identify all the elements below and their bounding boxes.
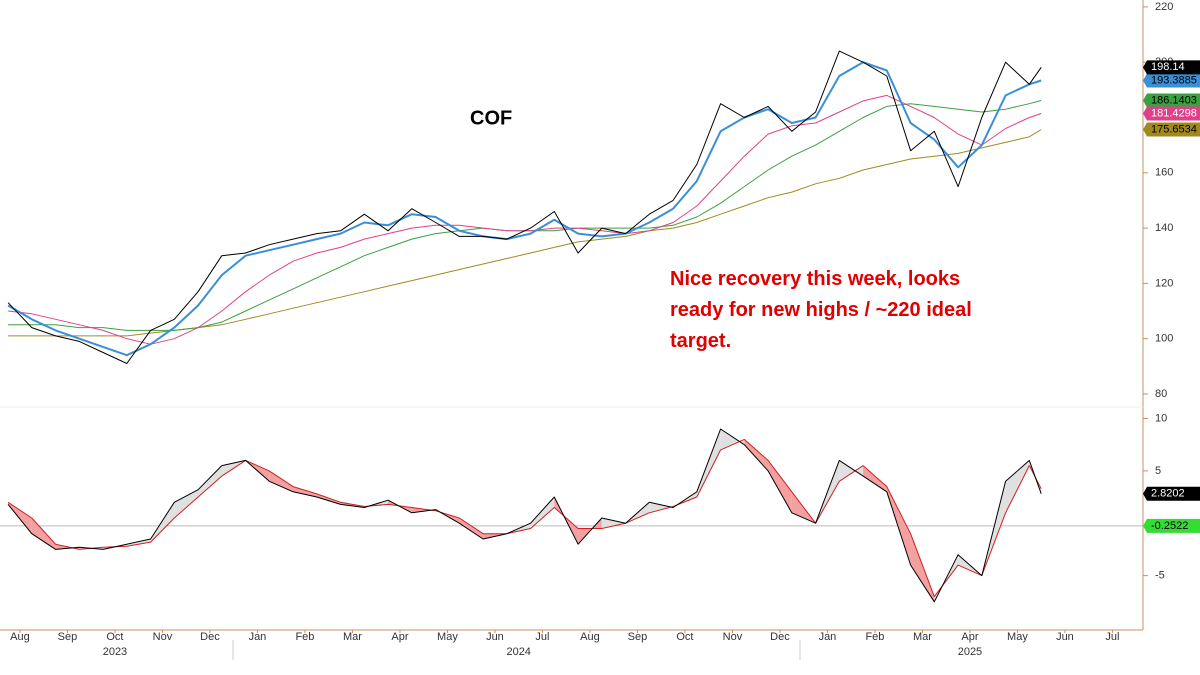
oscillator-fill xyxy=(459,518,484,539)
y-tick-label: 100 xyxy=(1155,333,1173,345)
x-year-label: 2023 xyxy=(103,646,127,658)
x-tick-label: Jul xyxy=(535,631,549,643)
oscillator-fill xyxy=(269,470,294,492)
y-tick-label: 120 xyxy=(1155,277,1173,289)
x-tick-label: Nov xyxy=(153,631,173,643)
oscillator-fill xyxy=(744,439,769,471)
x-tick-label: Jan xyxy=(819,631,837,643)
x-tick-label: Apr xyxy=(961,631,978,643)
series-line xyxy=(8,94,1042,345)
value-badge xyxy=(1143,93,1200,108)
value-badge xyxy=(1143,60,1200,75)
value-badge-label: 193.3885 xyxy=(1151,74,1197,86)
x-tick-label: Jun xyxy=(1056,631,1074,643)
x-tick-label: Dec xyxy=(200,631,220,643)
x-tick-label: May xyxy=(437,631,458,643)
ticker-label: COF xyxy=(470,107,512,129)
value-badge-label: -0.2522 xyxy=(1151,520,1188,532)
x-tick-label: Mar xyxy=(343,631,362,643)
oscillator-fill xyxy=(839,460,864,482)
x-tick-label: Oct xyxy=(106,631,123,643)
x-tick-label: Jul xyxy=(1105,631,1119,643)
x-tick-label: Aug xyxy=(580,631,600,643)
oscillator-fill xyxy=(720,428,745,450)
value-badge-label: 198.14 xyxy=(1151,61,1185,73)
x-tick-label: Mar xyxy=(913,631,932,643)
value-badge xyxy=(1143,73,1200,88)
oscillator-fill xyxy=(31,518,56,550)
y-tick-label: 140 xyxy=(1155,222,1173,234)
x-year-label: 2024 xyxy=(506,646,530,658)
y-tick-label: -5 xyxy=(1155,570,1165,582)
oscillator-fill xyxy=(198,465,222,498)
series-line xyxy=(7,61,1042,357)
x-year-label: 2025 xyxy=(958,646,982,658)
y-tick-label: 220 xyxy=(1155,1,1173,13)
value-badge xyxy=(1143,106,1200,121)
value-badge-label: 175.6534 xyxy=(1151,123,1197,135)
series-line xyxy=(7,438,1042,598)
value-badge xyxy=(1143,122,1200,137)
x-tick-label: Aug xyxy=(10,631,30,643)
y-tick-label: 160 xyxy=(1155,167,1173,179)
value-badge-label: 181.4298 xyxy=(1151,107,1197,119)
x-tick-label: Oct xyxy=(676,631,693,643)
x-tick-label: Sep xyxy=(628,631,648,643)
series-line xyxy=(7,428,1042,603)
x-tick-label: Jan xyxy=(249,631,267,643)
y-tick-label: 10 xyxy=(1155,412,1167,424)
x-tick-label: Apr xyxy=(391,631,408,643)
x-tick-label: Feb xyxy=(865,631,884,643)
annotation-line: Nice recovery this week, looks xyxy=(670,268,960,290)
oscillator-fill xyxy=(863,465,887,492)
x-tick-label: Dec xyxy=(770,631,790,643)
value-badge xyxy=(1143,486,1200,501)
oscillator-fill xyxy=(768,460,792,513)
oscillator-fill xyxy=(174,489,199,518)
oscillator-fill xyxy=(601,518,626,529)
oscillator-fill xyxy=(1005,460,1030,513)
annotation-line: ready for new highs / ~220 ideal xyxy=(670,299,972,321)
series-line xyxy=(8,100,1042,331)
oscillator-fill xyxy=(411,507,436,513)
value-badge xyxy=(1143,518,1200,533)
x-tick-label: May xyxy=(1007,631,1028,643)
x-tick-label: Jun xyxy=(486,631,504,643)
oscillator-fill xyxy=(649,502,674,513)
x-tick-label: Sep xyxy=(58,631,78,643)
annotation-line: target. xyxy=(670,330,731,352)
series-line xyxy=(7,50,1042,364)
x-tick-label: Feb xyxy=(295,631,314,643)
value-badge-label: 186.1403 xyxy=(1151,94,1197,106)
x-tick-label: Nov xyxy=(723,631,743,643)
oscillator-fill xyxy=(293,486,317,498)
oscillator-fill xyxy=(530,497,555,529)
value-badge-label: 2.8202 xyxy=(1151,488,1185,500)
y-tick-label: 5 xyxy=(1155,465,1161,477)
y-tick-label: 80 xyxy=(1155,388,1167,400)
